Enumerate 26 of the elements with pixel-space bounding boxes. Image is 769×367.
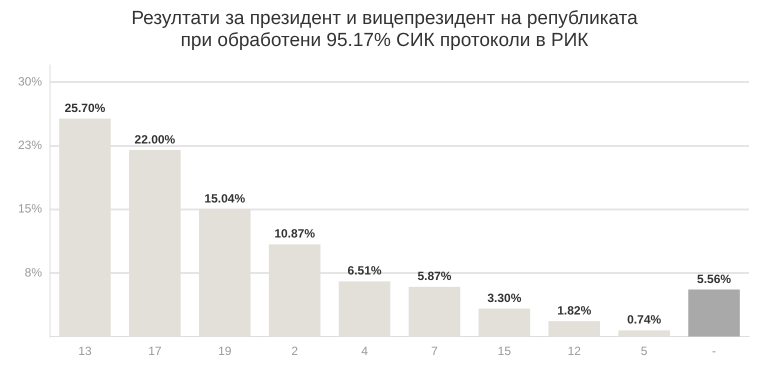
y-tick-label: 30% <box>18 74 42 88</box>
x-tick-label: 17 <box>148 344 162 358</box>
data-label: 15.04% <box>204 191 246 206</box>
x-tick-label: 15 <box>498 344 512 358</box>
data-label: 1.82% <box>557 303 592 318</box>
data-label: 22.00% <box>134 132 176 146</box>
data-label: 3.30% <box>487 290 522 305</box>
data-label: 5.87% <box>417 269 452 284</box>
x-tick-label: 5 <box>640 344 648 358</box>
data-label: 6.51% <box>348 264 382 278</box>
bar <box>688 289 740 337</box>
x-tick-label: 19 <box>218 344 232 358</box>
y-tick-label: 23% <box>18 138 42 152</box>
x-tick-label: 7 <box>431 344 438 358</box>
x-tick-label: - <box>712 344 716 358</box>
chart-title: Резултати за президент и вицепрезидент на републиката при обработени 95.17% СИК протоколи в РИК <box>130 7 639 51</box>
x-tick-label: 12 <box>568 344 582 358</box>
x-tick-label: 13 <box>78 344 92 358</box>
data-label: 10.87% <box>274 226 316 241</box>
data-label: 25.70% <box>64 100 106 115</box>
y-tick-label: 15% <box>18 202 42 216</box>
y-tick-label: 8% <box>24 265 42 280</box>
x-tick-label: 2 <box>291 344 298 358</box>
x-tick-label: 4 <box>361 344 368 358</box>
data-label: 5.56% <box>697 272 732 286</box>
data-label: 0.74% <box>627 312 662 327</box>
